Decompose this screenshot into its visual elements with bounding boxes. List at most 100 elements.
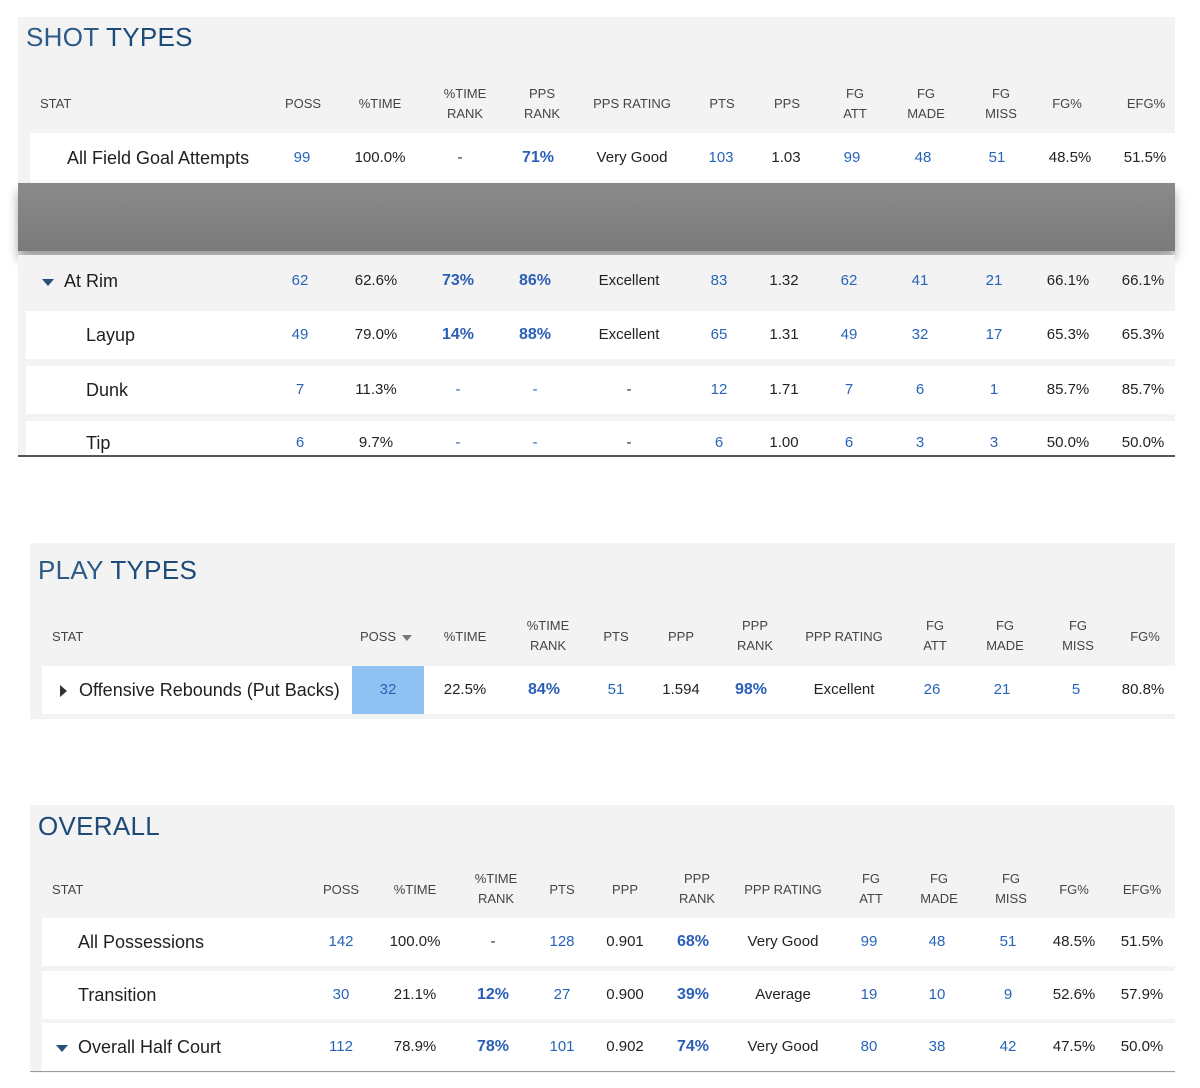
fg-made-value[interactable]: 38 xyxy=(928,1038,946,1055)
col-poss[interactable]: POSS xyxy=(360,627,413,647)
fg-made-value[interactable]: 48 xyxy=(914,149,932,166)
collapse-icon[interactable] xyxy=(42,278,54,286)
col-fg-made[interactable]: FG MADE xyxy=(907,84,945,124)
fg-made-value[interactable]: 32 xyxy=(911,326,929,343)
table-row[interactable]: Transition 30 21.1% 12% 27 0.900 39% Ave… xyxy=(42,971,1175,1019)
col-fg-miss[interactable]: FG MISS xyxy=(995,869,1027,909)
fg-att-value[interactable]: 7 xyxy=(844,381,854,398)
pts-value[interactable]: 83 xyxy=(710,272,728,289)
col-poss[interactable]: POSS xyxy=(322,882,360,897)
pts-value[interactable]: 12 xyxy=(710,381,728,398)
fg-miss-value[interactable]: 5 xyxy=(1071,681,1081,698)
fg-miss-value[interactable]: 21 xyxy=(985,272,1003,289)
col-pts[interactable]: PTS xyxy=(549,882,575,897)
fg-miss-value[interactable]: 17 xyxy=(985,326,1003,343)
fg-miss-value[interactable]: 1 xyxy=(989,381,999,398)
fg-made-value[interactable]: 41 xyxy=(911,272,929,289)
row-label[interactable]: Layup xyxy=(86,325,136,345)
fg-miss-value[interactable]: 9 xyxy=(1003,986,1013,1003)
expand-icon[interactable] xyxy=(60,685,67,698)
col-ppp-rank[interactable]: PPP RANK xyxy=(679,869,715,909)
fg-att-value[interactable]: 99 xyxy=(843,149,861,166)
poss-value[interactable]: 62 xyxy=(291,272,309,289)
col-time[interactable]: %TIME xyxy=(358,96,402,111)
col-time[interactable]: %TIME xyxy=(393,882,437,897)
fg-att-value[interactable]: 26 xyxy=(923,681,941,698)
col-ppp-rating[interactable]: PPP RATING xyxy=(805,629,883,644)
fg-att-value[interactable]: 6 xyxy=(844,434,854,451)
col-time[interactable]: %TIME xyxy=(443,629,487,644)
table-row[interactable]: Offensive Rebounds (Put Backs) 32 22.5% … xyxy=(42,666,1175,714)
fg-made-value[interactable]: 21 xyxy=(993,681,1011,698)
table-row[interactable]: All Possessions 142 100.0% - 128 0.901 6… xyxy=(42,918,1175,966)
fg-miss-value[interactable]: 3 xyxy=(989,434,999,451)
col-pps-rating[interactable]: PPS RATING xyxy=(593,96,671,111)
col-fg-pct[interactable]: FG% xyxy=(1052,96,1082,111)
col-ppp[interactable]: PPP xyxy=(611,882,639,897)
col-fg-att[interactable]: FG ATT xyxy=(843,84,867,124)
fg-att-value[interactable]: 80 xyxy=(860,1038,878,1055)
pts-value[interactable]: 65 xyxy=(710,326,728,343)
col-time-rank[interactable]: %TIME RANK xyxy=(527,616,570,656)
poss-value[interactable]: 49 xyxy=(291,326,309,343)
col-efg-pct[interactable]: EFG% xyxy=(1122,882,1162,897)
poss-value[interactable]: 99 xyxy=(293,149,311,166)
col-fg-att[interactable]: FG ATT xyxy=(859,869,883,909)
poss-value[interactable]: 7 xyxy=(295,381,305,398)
col-efg-pct[interactable]: EFG% xyxy=(1126,96,1166,111)
col-pts[interactable]: PTS xyxy=(603,629,629,644)
row-label[interactable]: Offensive Rebounds (Put Backs) xyxy=(60,679,340,701)
col-fg-made[interactable]: FG MADE xyxy=(986,616,1024,656)
poss-value[interactable]: 112 xyxy=(329,1038,353,1055)
col-fg-miss[interactable]: FG MISS xyxy=(985,84,1017,124)
pts-value[interactable]: 27 xyxy=(553,986,571,1003)
fg-made-value[interactable]: 3 xyxy=(915,434,925,451)
col-fg-att[interactable]: FG ATT xyxy=(923,616,947,656)
table-row[interactable]: Dunk 7 11.3% - - - 12 1.71 7 6 1 85.7% 8… xyxy=(26,366,1175,414)
col-time-rank[interactable]: %TIME RANK xyxy=(444,84,487,124)
table-row[interactable]: Layup 49 79.0% 14% 88% Excellent 65 1.31… xyxy=(26,311,1175,359)
col-stat[interactable]: STAT xyxy=(52,629,84,644)
table-row[interactable]: At Rim 62 62.6% 73% 86% Excellent 83 1.3… xyxy=(18,255,1175,307)
col-ppp[interactable]: PPP xyxy=(667,629,695,644)
row-label[interactable]: All Field Goal Attempts xyxy=(67,148,250,168)
col-fg-made[interactable]: FG MADE xyxy=(920,869,958,909)
col-pps-rank[interactable]: PPS RANK xyxy=(524,84,560,124)
col-time-rank[interactable]: %TIME RANK xyxy=(475,869,518,909)
table-row[interactable]: Overall Half Court 112 78.9% 78% 101 0.9… xyxy=(42,1023,1175,1071)
fg-att-value[interactable]: 62 xyxy=(840,272,858,289)
col-stat[interactable]: STAT xyxy=(40,96,72,111)
fg-made-value[interactable]: 6 xyxy=(915,381,925,398)
poss-value[interactable]: 6 xyxy=(295,434,305,451)
table-row[interactable]: Tip 6 9.7% - - - 6 1.00 6 3 3 50.0% 50.0… xyxy=(26,421,1175,455)
fg-miss-value[interactable]: 51 xyxy=(988,149,1006,166)
row-label[interactable]: At Rim xyxy=(42,270,118,292)
pts-value[interactable]: 101 xyxy=(549,1038,575,1055)
fg-att-value[interactable]: 49 xyxy=(840,326,858,343)
pts-value[interactable]: 6 xyxy=(714,434,724,451)
col-poss[interactable]: POSS xyxy=(284,96,322,111)
fg-att-value[interactable]: 19 xyxy=(860,986,878,1003)
fg-miss-value[interactable]: 42 xyxy=(999,1038,1017,1055)
col-ppp-rating[interactable]: PPP RATING xyxy=(744,882,822,897)
fg-made-value[interactable]: 10 xyxy=(928,986,946,1003)
row-label[interactable]: All Possessions xyxy=(78,932,205,952)
col-fg-pct[interactable]: FG% xyxy=(1059,882,1089,897)
poss-value[interactable]: 30 xyxy=(332,986,350,1003)
row-label[interactable]: Dunk xyxy=(86,380,129,400)
fg-att-value[interactable]: 99 xyxy=(860,933,878,950)
poss-value[interactable]: 32 xyxy=(379,681,397,698)
pts-value[interactable]: 128 xyxy=(549,933,575,950)
col-ppp-rank[interactable]: PPP RANK xyxy=(737,616,773,656)
collapse-icon[interactable] xyxy=(56,1044,68,1052)
pts-value[interactable]: 51 xyxy=(607,681,625,698)
row-label[interactable]: Transition xyxy=(78,985,157,1005)
col-stat[interactable]: STAT xyxy=(52,882,84,897)
poss-value[interactable]: 142 xyxy=(328,933,354,950)
pts-value[interactable]: 103 xyxy=(708,149,734,166)
col-pts[interactable]: PTS xyxy=(709,96,735,111)
fg-miss-value[interactable]: 51 xyxy=(999,933,1017,950)
col-pps[interactable]: PPS xyxy=(773,96,801,111)
sort-desc-icon[interactable] xyxy=(402,634,413,641)
table-row[interactable]: All Field Goal Attempts 99 100.0% - 71% … xyxy=(30,133,1175,183)
